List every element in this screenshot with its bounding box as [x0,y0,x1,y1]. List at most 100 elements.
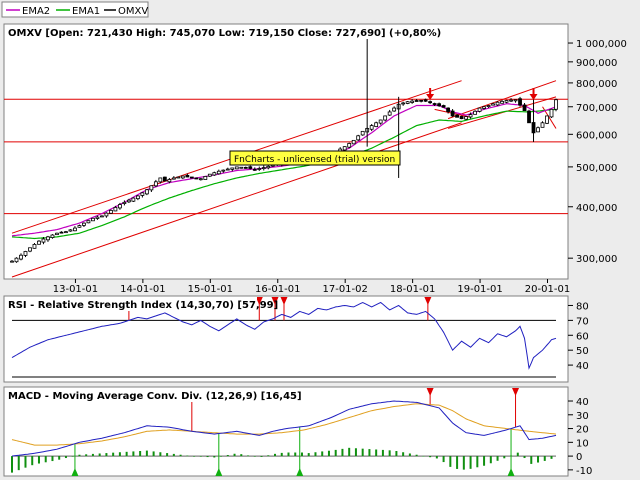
macd-histogram-bar [199,456,202,457]
macd-histogram-bar [489,456,492,464]
candle-body [234,166,239,170]
candle-body [171,177,176,180]
macd-histogram-bar [105,453,108,457]
candle-body [500,100,504,104]
price-x-tick-label: 15-01-01 [188,284,233,295]
candle-body [356,135,361,141]
macd-histogram-bar [462,456,465,470]
macd-histogram-bar [64,456,67,459]
candle-body [55,232,59,236]
macd-histogram-bar [469,456,472,469]
macd-histogram-bar [193,456,196,457]
macd-histogram-bar [496,456,499,461]
candle-body [73,227,77,232]
candle-body [509,99,513,102]
price-y-tick-label: 400,000 [576,203,617,214]
legend-box [1,1,149,18]
macd-histogram-bar [537,456,540,463]
watermark-box [229,150,401,166]
macd-histogram-bar [361,448,364,457]
candle-body [536,127,540,133]
macd-histogram-bar [260,456,263,457]
macd-buy-marker [215,468,223,476]
macd-histogram-bar [476,456,479,468]
candle-body [437,103,442,107]
macd-histogram-bar [523,456,526,459]
price-y-tick-label: 600,000 [576,130,617,141]
macd-histogram-bar [415,454,418,457]
candle-body [522,104,527,112]
candle-body [369,125,374,130]
candle-body [50,234,55,238]
price-y-tick-label: 900,000 [576,58,617,69]
price-y-tick-label: 500,000 [576,163,617,174]
candle-body [86,220,91,224]
macd-histogram-bar [368,449,371,457]
candle-body [432,103,437,105]
macd-histogram-bar [145,450,148,457]
legend-ema1-label: EMA1 [72,6,100,17]
rsi-sell-marker [280,297,288,305]
candle-body [158,177,163,183]
price-y-tick-label: 1 000,000 [576,39,627,50]
candle-body [387,111,392,116]
macd-histogram-bar [213,456,216,458]
macd-y-tick-label: 30 [576,411,589,422]
macd-histogram-bar [206,456,209,458]
price-ema-lines [11,103,557,240]
macd-histogram-bar [530,456,533,464]
candle-body [554,99,558,110]
candle-body [513,99,518,102]
candle-body [23,251,28,256]
price-x-tick-label: 14-01-01 [120,284,165,295]
macd-histogram-bar [247,455,250,457]
candle-body [243,166,248,169]
ema2-line [11,103,557,237]
rsi-line [11,301,557,370]
macd-title: MACD - Moving Average Conv. Div. (12,26,… [8,391,302,402]
macd-histogram-bar [253,456,256,457]
candle-body [176,176,181,179]
candle-body [383,115,388,121]
macd-histogram-bar [314,452,317,457]
macd-buy-marker [71,468,79,476]
macd-histogram-bar [78,454,81,457]
macd-histogram-bar [294,452,297,457]
candle-body [482,106,486,109]
candle-body [261,167,266,170]
macd-y-tick-label: -10 [576,466,592,477]
sell-arrow-head [529,94,538,100]
macd-line [11,400,557,457]
candle-body [68,229,73,232]
macd-buy-marker [296,468,304,476]
candle-body [37,240,41,245]
candle-body [207,173,212,177]
macd-histogram-bar [139,451,142,457]
candle-body [14,257,19,263]
candle-body [140,192,145,196]
price-title-bg [7,25,407,39]
candle-body [486,105,491,108]
macd-histogram-bar [402,452,405,457]
macd-histogram-bar [300,452,303,457]
rsi-sell-marker [255,297,263,305]
candle-body [504,100,509,103]
candle-body [441,105,446,108]
candle-body [82,222,86,226]
candle-body [198,178,203,181]
price-candles [10,34,558,263]
candle-body [167,179,172,183]
candle-body [423,99,428,102]
macd-histogram-bar [58,456,61,460]
macd-histogram-bar [152,451,155,457]
macd-histogram-bar [307,453,310,457]
macd-histogram-bar [220,456,223,457]
candle-body [230,167,235,170]
macd-histogram-bar [71,456,74,457]
rsi-y-tick-label: 80 [576,301,589,312]
legend-omxv-label: OMXV [118,6,148,17]
price-x-tick-label: 16-01-01 [255,284,300,295]
candle-body [95,216,100,219]
macd-sell-marker [512,388,520,396]
